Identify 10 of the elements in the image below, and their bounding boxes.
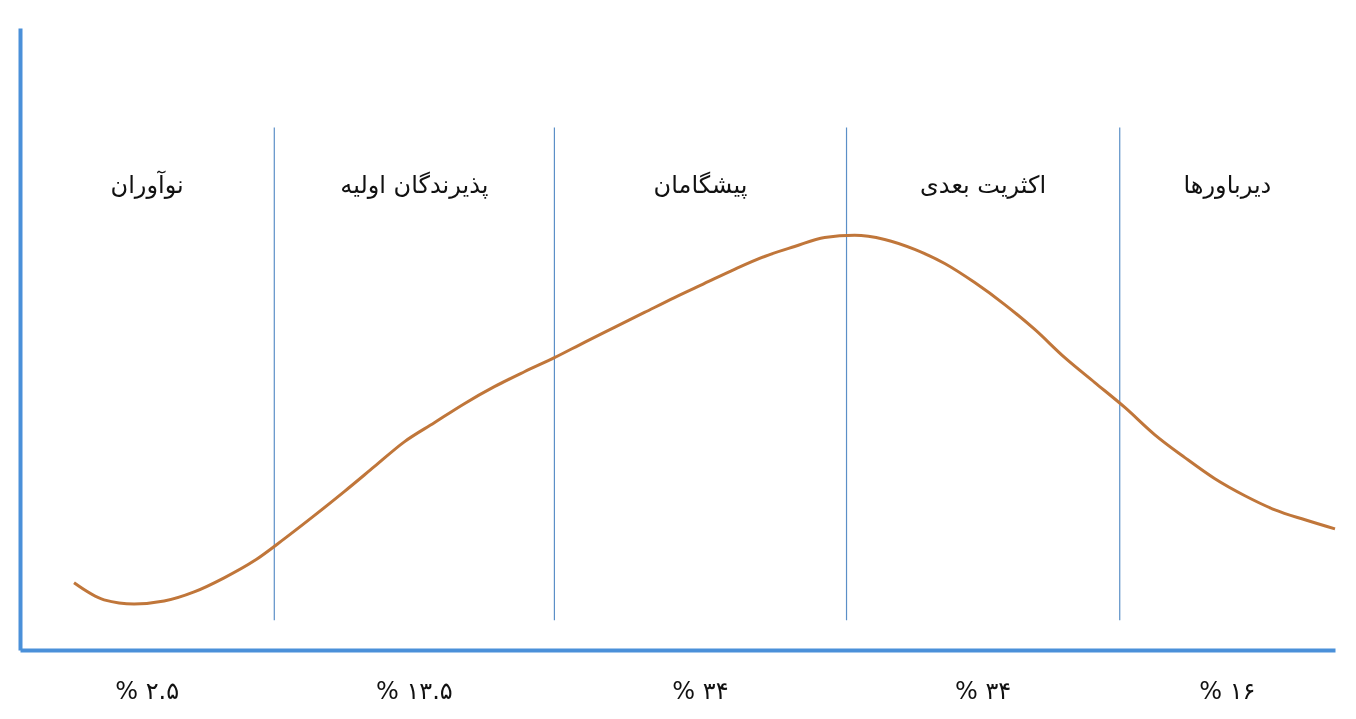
text: دیرباورها (1183, 170, 1272, 199)
text: اکثریت بعدی (920, 170, 1047, 199)
text: % ۲.۵ (115, 677, 180, 705)
text: نوآوران (110, 169, 184, 199)
text: % ۳۴ (672, 677, 729, 705)
text: پیشگامان (653, 170, 748, 199)
text: % ۳۴ (955, 677, 1012, 705)
text: % ۱۶ (1199, 677, 1256, 705)
text: % ۱۳.۵ (375, 677, 453, 705)
text: پذیرندگان اولیه (340, 170, 489, 199)
